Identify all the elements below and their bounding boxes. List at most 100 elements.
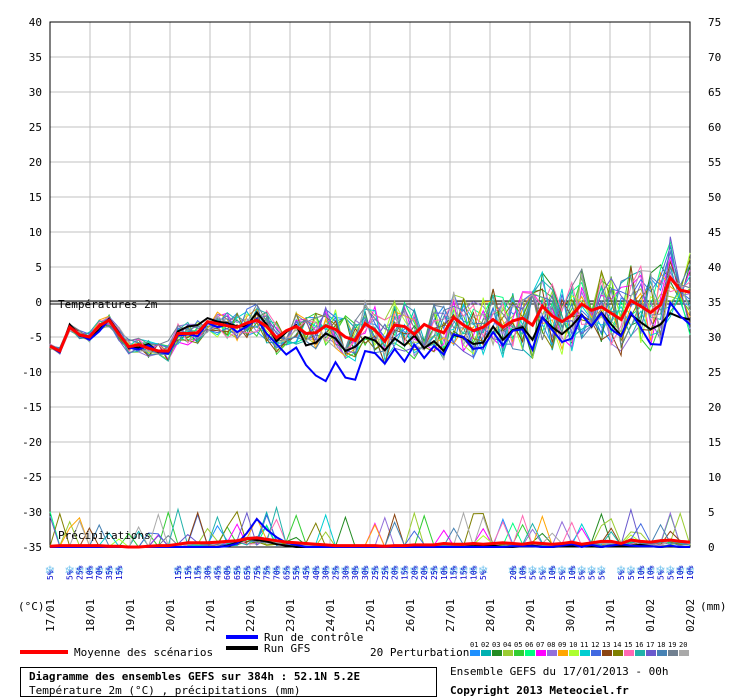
precip-probability-label: 5% bbox=[538, 570, 547, 580]
x-date-label: 27/01 bbox=[444, 599, 457, 632]
snowflake-icon: ❄ bbox=[389, 564, 400, 579]
perturbation-legend-swatch bbox=[657, 650, 667, 656]
perturbation-legend-id: 10 bbox=[569, 641, 577, 649]
precip-probability-label: 15% bbox=[450, 565, 459, 580]
precip-probability-label: 70% bbox=[95, 565, 104, 580]
snowflake-icon: ❄ bbox=[301, 564, 312, 579]
perturbation-legend-id: 18 bbox=[657, 641, 665, 649]
x-date-label: 24/01 bbox=[324, 599, 337, 632]
precip-probability-label: 5% bbox=[46, 570, 55, 580]
perturbation-legend-swatch bbox=[569, 650, 579, 656]
snowflake-icon: ❄ bbox=[665, 564, 676, 579]
perturbation-legend-swatch bbox=[492, 650, 502, 656]
perturbation-legend-id: 09 bbox=[558, 641, 566, 649]
snowflake-icon: ❄ bbox=[310, 564, 321, 579]
snowflake-icon: ❄ bbox=[94, 564, 105, 579]
x-date-label: 21/01 bbox=[204, 599, 217, 632]
precip-probability-label: 10% bbox=[647, 565, 656, 580]
perturbation-temp-line bbox=[49, 265, 691, 355]
snowflake-icon: ❄ bbox=[576, 564, 587, 579]
snowflake-icon: ❄ bbox=[596, 564, 607, 579]
precip-probability-label: 25% bbox=[371, 565, 380, 580]
y-right-tick-label: 55 bbox=[708, 156, 721, 169]
perturbation-legend: 01 02 03 04 05 06 07 08 09 10 11 12 13 14 15 16 17 18 19 20 bbox=[470, 641, 689, 656]
perturbation-legend-swatch bbox=[679, 650, 689, 656]
perturbation-legend-id: 03 bbox=[492, 641, 500, 649]
snowflake-icon: ❄ bbox=[45, 564, 56, 579]
precip-probability-label: 5% bbox=[597, 570, 606, 580]
precip-probability-label: 10% bbox=[637, 565, 646, 580]
precip-probability-label: 15% bbox=[115, 565, 124, 580]
y-right-tick-label: 0 bbox=[708, 541, 715, 554]
precip-probability-label: 5% bbox=[656, 570, 665, 580]
perturbation-legend-id: 14 bbox=[613, 641, 621, 649]
snowflake-icon: ❄ bbox=[448, 564, 459, 579]
snowflake-icon: ❄ bbox=[655, 564, 666, 579]
legend-mean-label: Moyenne des scénarios bbox=[74, 646, 213, 659]
legend-gfs-label: Run GFS bbox=[264, 642, 310, 655]
precip-probability-label: 5% bbox=[588, 570, 597, 580]
snowflake-icon: ❄ bbox=[566, 564, 577, 579]
precip-probability-label: 65% bbox=[282, 565, 291, 580]
snowflake-icon: ❄ bbox=[192, 564, 203, 579]
snowflake-icon: ❄ bbox=[330, 564, 341, 579]
perturbation-legend-swatch bbox=[536, 650, 546, 656]
perturbation-legend-id: 04 bbox=[503, 641, 511, 649]
y-left-tick-label: -25 bbox=[22, 471, 42, 484]
y-right-tick-label: 50 bbox=[708, 191, 721, 204]
precip-probability-label: 10% bbox=[686, 565, 695, 580]
snowflake-icon: ❄ bbox=[271, 564, 282, 579]
snowflake-icon: ❄ bbox=[261, 564, 272, 579]
temp-label: Températures 2m bbox=[58, 298, 158, 311]
snowflake-icon: ❄ bbox=[74, 564, 85, 579]
snowflake-icon: ❄ bbox=[340, 564, 351, 579]
y-left-tick-label: -30 bbox=[22, 506, 42, 519]
snowflake-icon: ❄ bbox=[458, 564, 469, 579]
precip-probability-label: 30% bbox=[204, 565, 213, 580]
snowflake-icon: ❄ bbox=[212, 564, 223, 579]
perturbation-legend-swatch bbox=[580, 650, 590, 656]
snowflake-icon: ❄ bbox=[202, 564, 213, 579]
snowflake-icon: ❄ bbox=[645, 564, 656, 579]
x-date-label: 17/01 bbox=[44, 599, 57, 632]
perturbation-temp-line bbox=[49, 249, 691, 356]
y-right-tick-label: 65 bbox=[708, 86, 721, 99]
perturbation-legend-id: 17 bbox=[646, 641, 654, 649]
perturbation-legend-swatch bbox=[624, 650, 634, 656]
perturbation-legend-id: 06 bbox=[525, 641, 533, 649]
perturbation-legend-swatch bbox=[525, 650, 535, 656]
precip-probability-label: 30% bbox=[361, 565, 370, 580]
y-right-tick-label: 45 bbox=[708, 226, 721, 239]
y-right-tick-label: 60 bbox=[708, 121, 721, 134]
x-date-label: 19/01 bbox=[124, 599, 137, 632]
precip-probability-row: ❄5% ❄5% ❄25% ❄10% ❄70% ❄35% ❄15% ❄15% ❄15% ❄15% ❄3… bbox=[45, 564, 696, 580]
y-left-tick-label: -15 bbox=[22, 401, 42, 414]
y-left-tick-label: 0 bbox=[35, 296, 42, 309]
precip-probability-label: 15% bbox=[184, 565, 193, 580]
x-date-label: 20/01 bbox=[164, 599, 177, 632]
y-right-tick-label: 5 bbox=[708, 506, 715, 519]
snowflake-icon: ❄ bbox=[675, 564, 686, 579]
precip-probability-label: 15% bbox=[194, 565, 203, 580]
snowflake-icon: ❄ bbox=[547, 564, 558, 579]
snowflake-icon: ❄ bbox=[409, 564, 420, 579]
precip-probability-label: 20% bbox=[509, 565, 518, 580]
x-date-label: 25/01 bbox=[364, 599, 377, 632]
x-date-label: 01/02 bbox=[644, 599, 657, 632]
precip-probability-label: 10% bbox=[519, 565, 528, 580]
precip-probability-label: 5% bbox=[528, 570, 537, 580]
precip-probability-label: 5% bbox=[558, 570, 567, 580]
x-date-label: 30/01 bbox=[564, 599, 577, 632]
perturbation-legend-id: 02 bbox=[481, 641, 489, 649]
precip-probability-label: 75% bbox=[263, 565, 272, 580]
y-right-unit: (mm) bbox=[700, 600, 727, 613]
y-right-tick-label: 40 bbox=[708, 261, 721, 274]
chart-grid bbox=[49, 21, 691, 548]
snowflake-icon: ❄ bbox=[419, 564, 430, 579]
perturbation-legend-swatch bbox=[591, 650, 601, 656]
perturbation-temp-line bbox=[49, 236, 691, 359]
snowflake-icon: ❄ bbox=[84, 564, 95, 579]
precip-probability-label: 10% bbox=[676, 565, 685, 580]
precip-probability-label: 20% bbox=[420, 565, 429, 580]
precip-probability-label: 65% bbox=[243, 565, 252, 580]
